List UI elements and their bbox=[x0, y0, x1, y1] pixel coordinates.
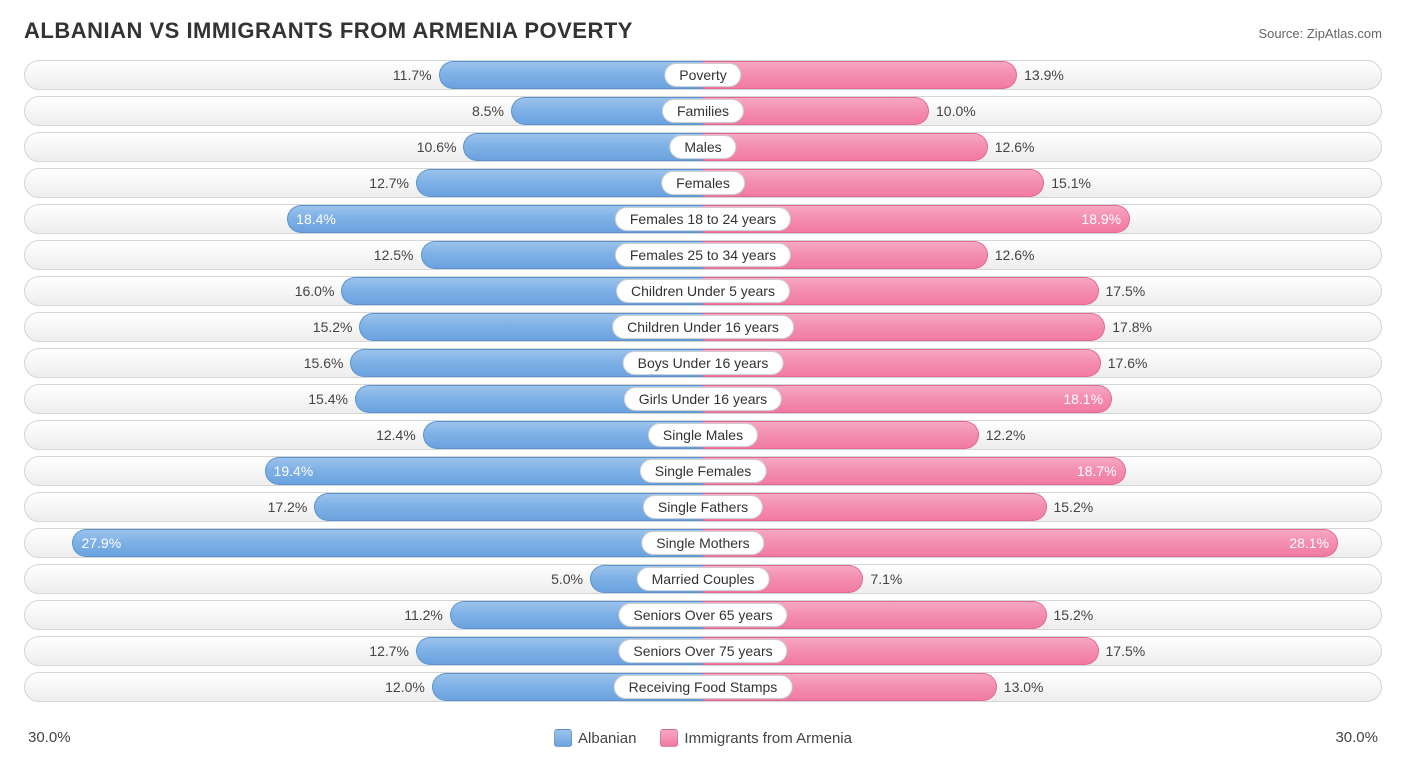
bar-right: 28.1% bbox=[703, 529, 1338, 557]
value-left: 12.0% bbox=[385, 679, 433, 695]
bar-right: 15.1% bbox=[703, 169, 1044, 197]
legend: Albanian Immigrants from Armenia bbox=[554, 729, 852, 747]
legend-label-right: Immigrants from Armenia bbox=[684, 730, 852, 747]
value-right: 12.6% bbox=[987, 139, 1035, 155]
category-label: Females bbox=[661, 171, 745, 195]
legend-label-left: Albanian bbox=[578, 730, 636, 747]
value-right: 18.9% bbox=[1081, 211, 1121, 227]
chart-footer: 30.0% Albanian Immigrants from Armenia 3… bbox=[24, 729, 1382, 746]
value-right: 17.8% bbox=[1104, 319, 1152, 335]
category-label: Boys Under 16 years bbox=[623, 351, 784, 375]
category-label: Married Couples bbox=[637, 567, 770, 591]
chart-row: 15.2% 17.8% Children Under 16 years bbox=[24, 312, 1382, 342]
chart-row: 5.0% 7.1% Married Couples bbox=[24, 564, 1382, 594]
chart-row: 12.5% 12.6% Females 25 to 34 years bbox=[24, 240, 1382, 270]
value-left: 12.7% bbox=[369, 175, 417, 191]
category-label: Females 25 to 34 years bbox=[615, 243, 791, 267]
bar-left: 10.6% bbox=[463, 133, 703, 161]
chart-title: ALBANIAN VS IMMIGRANTS FROM ARMENIA POVE… bbox=[24, 18, 633, 44]
category-label: Seniors Over 75 years bbox=[618, 639, 787, 663]
value-right: 15.2% bbox=[1046, 607, 1094, 623]
bar-left: 12.7% bbox=[416, 169, 703, 197]
legend-item-left: Albanian bbox=[554, 729, 636, 747]
chart-row: 11.2% 15.2% Seniors Over 65 years bbox=[24, 600, 1382, 630]
bar-left: 27.9% bbox=[72, 529, 703, 557]
legend-swatch-pink bbox=[660, 729, 678, 747]
bar-right: 12.6% bbox=[703, 133, 988, 161]
value-right: 10.0% bbox=[928, 103, 976, 119]
chart-source: Source: ZipAtlas.com bbox=[1258, 26, 1382, 41]
chart-row: 17.2% 15.2% Single Fathers bbox=[24, 492, 1382, 522]
value-left: 15.2% bbox=[313, 319, 361, 335]
value-right: 17.6% bbox=[1100, 355, 1148, 371]
category-label: Poverty bbox=[664, 63, 741, 87]
category-label: Children Under 16 years bbox=[612, 315, 794, 339]
value-left: 12.4% bbox=[376, 427, 424, 443]
value-left: 18.4% bbox=[296, 211, 336, 227]
value-left: 17.2% bbox=[268, 499, 316, 515]
chart-row: 15.4% 18.1% Girls Under 16 years bbox=[24, 384, 1382, 414]
category-label: Receiving Food Stamps bbox=[614, 675, 793, 699]
value-left: 11.7% bbox=[393, 67, 440, 83]
chart-row: 10.6%12.6%Males bbox=[24, 132, 1382, 162]
source-prefix: Source: bbox=[1258, 26, 1306, 41]
chart-row: 18.4% 18.9% Females 18 to 24 years bbox=[24, 204, 1382, 234]
category-label: Single Males bbox=[648, 423, 758, 447]
category-label: Females 18 to 24 years bbox=[615, 207, 791, 231]
value-left: 12.5% bbox=[374, 247, 422, 263]
chart-row: 12.7%15.1%Females bbox=[24, 168, 1382, 198]
category-label: Seniors Over 65 years bbox=[618, 603, 787, 627]
chart-row: 12.7% 17.5% Seniors Over 75 years bbox=[24, 636, 1382, 666]
chart-row: 15.6% 17.6% Boys Under 16 years bbox=[24, 348, 1382, 378]
category-label: Children Under 5 years bbox=[616, 279, 790, 303]
value-left: 27.9% bbox=[81, 535, 121, 551]
diverging-bar-chart: 11.7%13.9%Poverty8.5%10.0%Families10.6%1… bbox=[24, 60, 1382, 719]
source-name: ZipAtlas.com bbox=[1307, 26, 1382, 41]
value-right: 17.5% bbox=[1098, 283, 1146, 299]
category-label: Males bbox=[669, 135, 736, 159]
value-right: 12.6% bbox=[987, 247, 1035, 263]
value-right: 7.1% bbox=[862, 571, 902, 587]
bar-right: 13.9% bbox=[703, 61, 1017, 89]
value-left: 12.7% bbox=[369, 643, 417, 659]
legend-swatch-blue bbox=[554, 729, 572, 747]
value-right: 15.1% bbox=[1043, 175, 1091, 191]
chart-row: 12.0% 13.0% Receiving Food Stamps bbox=[24, 672, 1382, 702]
chart-row: 16.0% 17.5% Children Under 5 years bbox=[24, 276, 1382, 306]
category-label: Single Females bbox=[640, 459, 767, 483]
value-left: 5.0% bbox=[551, 571, 591, 587]
value-right: 17.5% bbox=[1098, 643, 1146, 659]
value-right: 18.7% bbox=[1077, 463, 1117, 479]
value-left: 11.2% bbox=[404, 607, 451, 623]
category-label: Single Mothers bbox=[641, 531, 764, 555]
chart-row: 8.5% 10.0% Families bbox=[24, 96, 1382, 126]
value-right: 18.1% bbox=[1063, 391, 1103, 407]
chart-row: 19.4% 18.7% Single Females bbox=[24, 456, 1382, 486]
legend-item-right: Immigrants from Armenia bbox=[660, 729, 852, 747]
value-left: 8.5% bbox=[472, 103, 512, 119]
value-left: 15.4% bbox=[308, 391, 356, 407]
value-left: 15.6% bbox=[304, 355, 352, 371]
category-label: Families bbox=[662, 99, 744, 123]
chart-row: 12.4% 12.2% Single Males bbox=[24, 420, 1382, 450]
category-label: Single Fathers bbox=[643, 495, 763, 519]
value-left: 10.6% bbox=[417, 139, 465, 155]
value-right: 13.9% bbox=[1016, 67, 1064, 83]
value-right: 28.1% bbox=[1289, 535, 1329, 551]
category-label: Girls Under 16 years bbox=[624, 387, 782, 411]
chart-row: 27.9% 28.1% Single Mothers bbox=[24, 528, 1382, 558]
value-right: 15.2% bbox=[1046, 499, 1094, 515]
bar-left: 19.4% bbox=[265, 457, 703, 485]
value-right: 13.0% bbox=[996, 679, 1044, 695]
value-right: 12.2% bbox=[978, 427, 1026, 443]
value-left: 19.4% bbox=[274, 463, 314, 479]
bar-right: 18.7% bbox=[703, 457, 1126, 485]
chart-header: ALBANIAN VS IMMIGRANTS FROM ARMENIA POVE… bbox=[24, 18, 1382, 44]
chart-row: 11.7%13.9%Poverty bbox=[24, 60, 1382, 90]
value-left: 16.0% bbox=[295, 283, 343, 299]
